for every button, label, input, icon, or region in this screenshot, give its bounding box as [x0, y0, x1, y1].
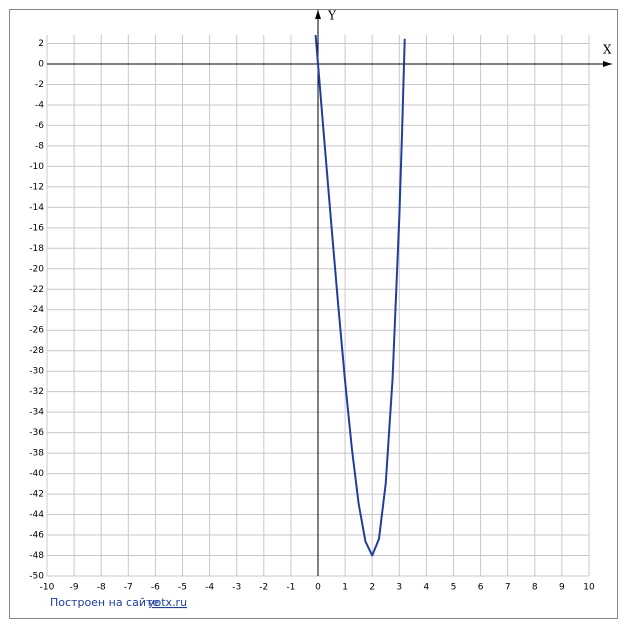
- y-tick-label: -16: [29, 223, 44, 233]
- x-tick-label: -4: [205, 583, 214, 593]
- x-tick-label: -9: [70, 583, 79, 593]
- x-tick-label: 8: [532, 583, 538, 593]
- y-tick-label: -48: [29, 551, 44, 561]
- x-tick-label: 1: [342, 583, 348, 593]
- x-tick-label: -3: [232, 583, 241, 593]
- y-tick-label: 0: [38, 59, 44, 69]
- y-tick-label: -12: [29, 182, 44, 192]
- y-tick-label: -40: [29, 469, 44, 479]
- x-tick-label: 7: [505, 583, 511, 593]
- y-tick-label: -8: [35, 141, 44, 151]
- x-tick-label: 5: [451, 583, 457, 593]
- x-tick-label: 2: [369, 583, 375, 593]
- y-tick-label: -6: [35, 121, 44, 131]
- x-tick-label: -6: [151, 583, 160, 593]
- y-tick-label: -24: [29, 305, 44, 315]
- y-tick-label: -4: [35, 100, 44, 110]
- y-tick-label: -10: [29, 162, 44, 172]
- y-tick-label: -28: [29, 346, 44, 356]
- x-axis-arrow: [603, 60, 612, 67]
- y-tick-label: -44: [29, 510, 44, 520]
- y-tick-label: -34: [29, 408, 44, 418]
- x-tick-label: -8: [97, 583, 106, 593]
- x-tick-label: -5: [178, 583, 187, 593]
- y-tick-label: -14: [29, 203, 44, 213]
- y-tick-label: -46: [29, 531, 44, 541]
- y-axis-arrow: [315, 10, 321, 19]
- x-tick-label: -1: [286, 583, 295, 593]
- x-tick-label: 3: [396, 583, 402, 593]
- x-axis-label: X: [603, 43, 612, 57]
- footer-link[interactable]: yotx.ru: [148, 596, 187, 609]
- y-tick-label: -32: [29, 387, 44, 397]
- x-tick-label: 10: [583, 583, 595, 593]
- x-tick-label: 9: [559, 583, 565, 593]
- x-tick-label: 4: [424, 583, 430, 593]
- y-tick-label: -38: [29, 449, 44, 459]
- y-tick-label: -42: [29, 490, 44, 500]
- y-axis-label: Y: [327, 9, 337, 23]
- x-tick-label: 6: [478, 583, 484, 593]
- axes: [47, 10, 612, 576]
- y-tick-label: -36: [29, 428, 44, 438]
- y-tick-label: -2: [35, 80, 44, 90]
- footer-text: Построен на сайте: [50, 596, 159, 609]
- y-tick-label: -30: [29, 367, 44, 377]
- y-tick-label: -20: [29, 264, 44, 274]
- x-tick-label: -2: [259, 583, 268, 593]
- y-tick-label: -26: [29, 326, 44, 336]
- x-tick-label: -7: [124, 583, 133, 593]
- curve: [314, 35, 406, 557]
- y-tick-label: -50: [29, 572, 44, 582]
- y-tick-label: 2: [38, 39, 44, 49]
- y-tick-label: -22: [29, 285, 44, 295]
- x-tick-label: -10: [40, 583, 55, 593]
- x-tick-label: 0: [315, 583, 321, 593]
- frame: [9, 9, 618, 619]
- y-tick-label: -18: [29, 244, 44, 254]
